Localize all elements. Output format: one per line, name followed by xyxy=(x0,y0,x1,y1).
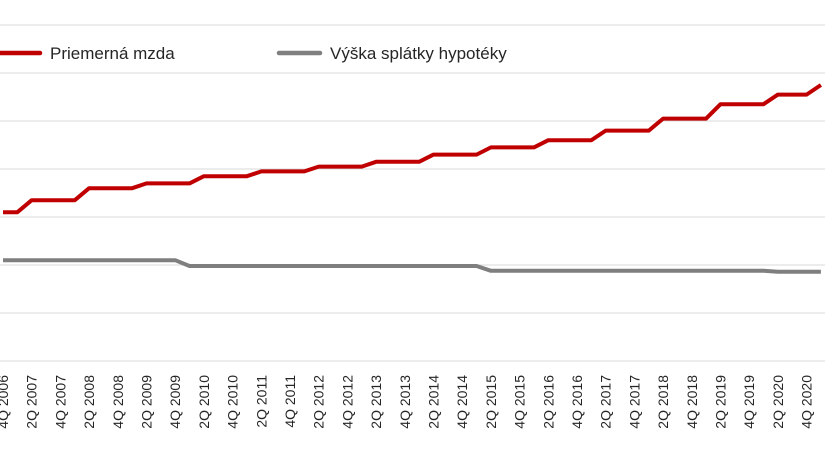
x-tick-label: 4Q 2010 xyxy=(225,375,241,429)
x-tick-label: 2Q 2011 xyxy=(253,375,269,428)
x-tick-label: 4Q 2014 xyxy=(454,375,470,429)
series-line-priemerna-mzda xyxy=(3,83,823,215)
x-tick-label: 2Q 2010 xyxy=(196,375,212,429)
x-tick-label: 2Q 2018 xyxy=(655,375,671,429)
x-tick-label: 4Q 2012 xyxy=(339,375,355,429)
x-tick-label: 2Q 2008 xyxy=(81,375,97,429)
x-tick-label: 4Q 2018 xyxy=(684,375,700,429)
x-tick-label: 4Q 2015 xyxy=(512,375,528,429)
x-tick-label: 2Q 2012 xyxy=(311,375,327,429)
legend-label-priemerna-mzda: Priemerná mzda xyxy=(50,44,175,63)
x-tick-label: 2Q 2007 xyxy=(24,375,40,429)
x-tick-label: 2Q 2017 xyxy=(598,375,614,429)
x-tick-label: 4Q 2009 xyxy=(167,375,183,429)
x-tick-label: 4Q 2016 xyxy=(569,375,585,429)
x-tick-label: 2Q 2020 xyxy=(770,375,786,429)
x-tick-label: 4Q 2019 xyxy=(741,375,757,429)
x-tick-label: 4Q 2020 xyxy=(799,375,815,429)
series-line-vyska-splatky xyxy=(3,258,821,274)
legend: Priemerná mzda Výška splátky hypotéky xyxy=(0,44,507,63)
x-axis-tick-labels: 4Q 2006 2Q 2007 4Q 2007 2Q 2008 4Q 2008 2Q 20… xyxy=(0,375,815,429)
x-tick-label: 4Q 2017 xyxy=(626,375,642,429)
x-tick-label: 2Q 2019 xyxy=(713,375,729,429)
x-tick-label: 4Q 2013 xyxy=(397,375,413,429)
x-tick-label: 4Q 2011 xyxy=(282,375,298,428)
x-tick-label: 2Q 2013 xyxy=(368,375,384,429)
x-tick-label: 4Q 2007 xyxy=(52,375,68,429)
legend-label-vyska-splatky: Výška splátky hypotéky xyxy=(330,44,507,63)
gridlines xyxy=(0,24,825,362)
x-tick-label: 2Q 2015 xyxy=(483,375,499,429)
x-tick-label: 2Q 2009 xyxy=(139,375,155,429)
x-tick-label: 4Q 2006 xyxy=(0,375,11,429)
series-layer xyxy=(3,83,823,274)
x-tick-label: 2Q 2014 xyxy=(426,375,442,429)
x-tick-label: 2Q 2016 xyxy=(540,375,556,429)
x-tick-label: 4Q 2008 xyxy=(110,375,126,429)
